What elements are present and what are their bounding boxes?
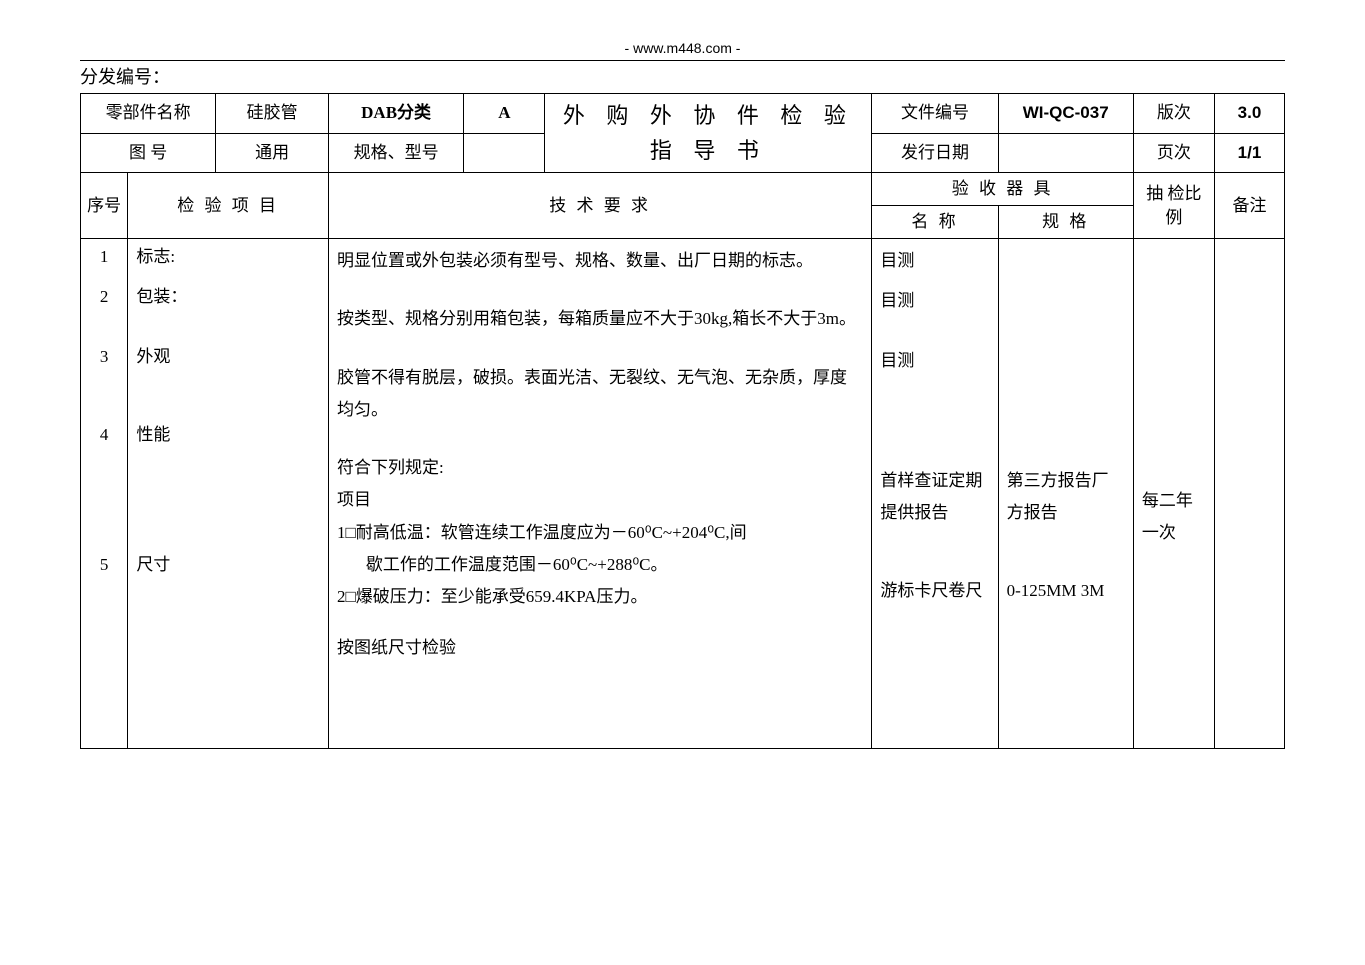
tech-p4d: 2□爆破压力：至少能承受659.4KPA压力。	[337, 581, 863, 613]
tech-p4c2: 歇工作的工作温度范围－60⁰C~+288⁰C。	[337, 549, 863, 581]
item-3: 外观	[136, 345, 322, 423]
drawing-no-value: 通用	[216, 133, 329, 173]
spec-value	[464, 133, 545, 173]
hdr-remark: 备注	[1215, 173, 1285, 239]
item-4: 性能	[136, 423, 322, 553]
seq-1: 1	[87, 245, 121, 285]
tool-s4: 第三方报告厂方报告	[1007, 465, 1125, 575]
tool-spec-column: 第三方报告厂方报告 0-125MM 3M	[998, 238, 1133, 748]
seq-column: 1 2 3 4 5	[81, 238, 128, 748]
doc-no-label: 文件编号	[872, 94, 998, 134]
hdr-tool: 验 收 器 具	[872, 173, 1134, 206]
hdr-seq: 序号	[81, 173, 128, 239]
seq-4: 4	[87, 423, 121, 553]
hdr-tool-spec: 规 格	[998, 206, 1133, 239]
tool-name-column: 目测 目测 目测 首样查证定期提供报告 游标卡尺卷尺	[872, 238, 998, 748]
issue-date-label: 发行日期	[872, 133, 998, 173]
header-url: - www.m448.com -	[80, 40, 1285, 56]
seq-5: 5	[87, 553, 121, 577]
rev-value: 3.0	[1215, 94, 1285, 134]
item-5: 尺寸	[136, 553, 322, 577]
tool-n1: 目测	[880, 245, 989, 285]
remark-column	[1215, 238, 1285, 748]
page-value: 1/1	[1215, 133, 1285, 173]
tech-p2: 按类型、规格分别用箱包装，每箱质量应不大于30kg,箱长不大于3m。	[337, 303, 863, 335]
tech-p4b: 项目	[337, 484, 863, 516]
tech-p1: 明显位置或外包装必须有型号、规格、数量、出厂日期的标志。	[337, 245, 863, 277]
dab-label: DAB分类	[328, 94, 463, 134]
seq-2: 2	[87, 285, 121, 345]
page-label: 页次	[1133, 133, 1214, 173]
doc-no-value: WI-QC-037	[998, 94, 1133, 134]
spec-label: 规格、型号	[328, 133, 463, 173]
drawing-no-label: 图 号	[81, 133, 216, 173]
sample-text: 每二年一次	[1142, 485, 1206, 550]
tool-s5: 0-125MM 3M	[1007, 575, 1125, 607]
distribution-number-label: 分发编号：	[80, 63, 1285, 89]
part-name-value: 硅胶管	[216, 94, 329, 134]
tech-column: 明显位置或外包装必须有型号、规格、数量、出厂日期的标志。 按类型、规格分别用箱包…	[328, 238, 871, 748]
seq-3: 3	[87, 345, 121, 423]
rev-label: 版次	[1133, 94, 1214, 134]
sample-column: 每二年一次	[1133, 238, 1214, 748]
hdr-tech: 技 术 要 求	[328, 173, 871, 239]
tool-n3: 目测	[880, 345, 989, 465]
inspection-form-table: 零部件名称 硅胶管 DAB分类 A 外 购 外 协 件 检 验 指 导 书 文件…	[80, 93, 1285, 749]
tech-p5: 按图纸尺寸检验	[337, 632, 863, 664]
tool-n5: 游标卡尺卷尺	[880, 575, 989, 607]
top-divider	[80, 60, 1285, 61]
item-column: 标志: 包装： 外观 性能 尺寸	[128, 238, 329, 748]
tech-p4a: 符合下列规定:	[337, 452, 863, 484]
part-name-label: 零部件名称	[81, 94, 216, 134]
title-line1: 外 购 外 协 件 检 验	[563, 103, 854, 128]
title-line2: 指 导 书	[650, 138, 767, 163]
item-1: 标志:	[136, 245, 322, 285]
tech-p4c: 1□耐高低温：软管连续工作温度应为－60⁰C~+204⁰C,间	[337, 517, 863, 549]
document-title: 外 购 外 协 件 检 验 指 导 书	[545, 94, 872, 173]
issue-date-value	[998, 133, 1133, 173]
tool-n2: 目测	[880, 285, 989, 345]
hdr-sample: 抽 检比 例	[1133, 173, 1214, 239]
item-2: 包装：	[136, 285, 322, 345]
hdr-item: 检 验 项 目	[128, 173, 329, 239]
hdr-tool-name: 名 称	[872, 206, 998, 239]
tool-n4: 首样查证定期提供报告	[880, 465, 989, 575]
dab-value: A	[464, 94, 545, 134]
tech-p3: 胶管不得有脱层，破损。表面光洁、无裂纹、无气泡、无杂质，厚度均匀。	[337, 362, 863, 427]
